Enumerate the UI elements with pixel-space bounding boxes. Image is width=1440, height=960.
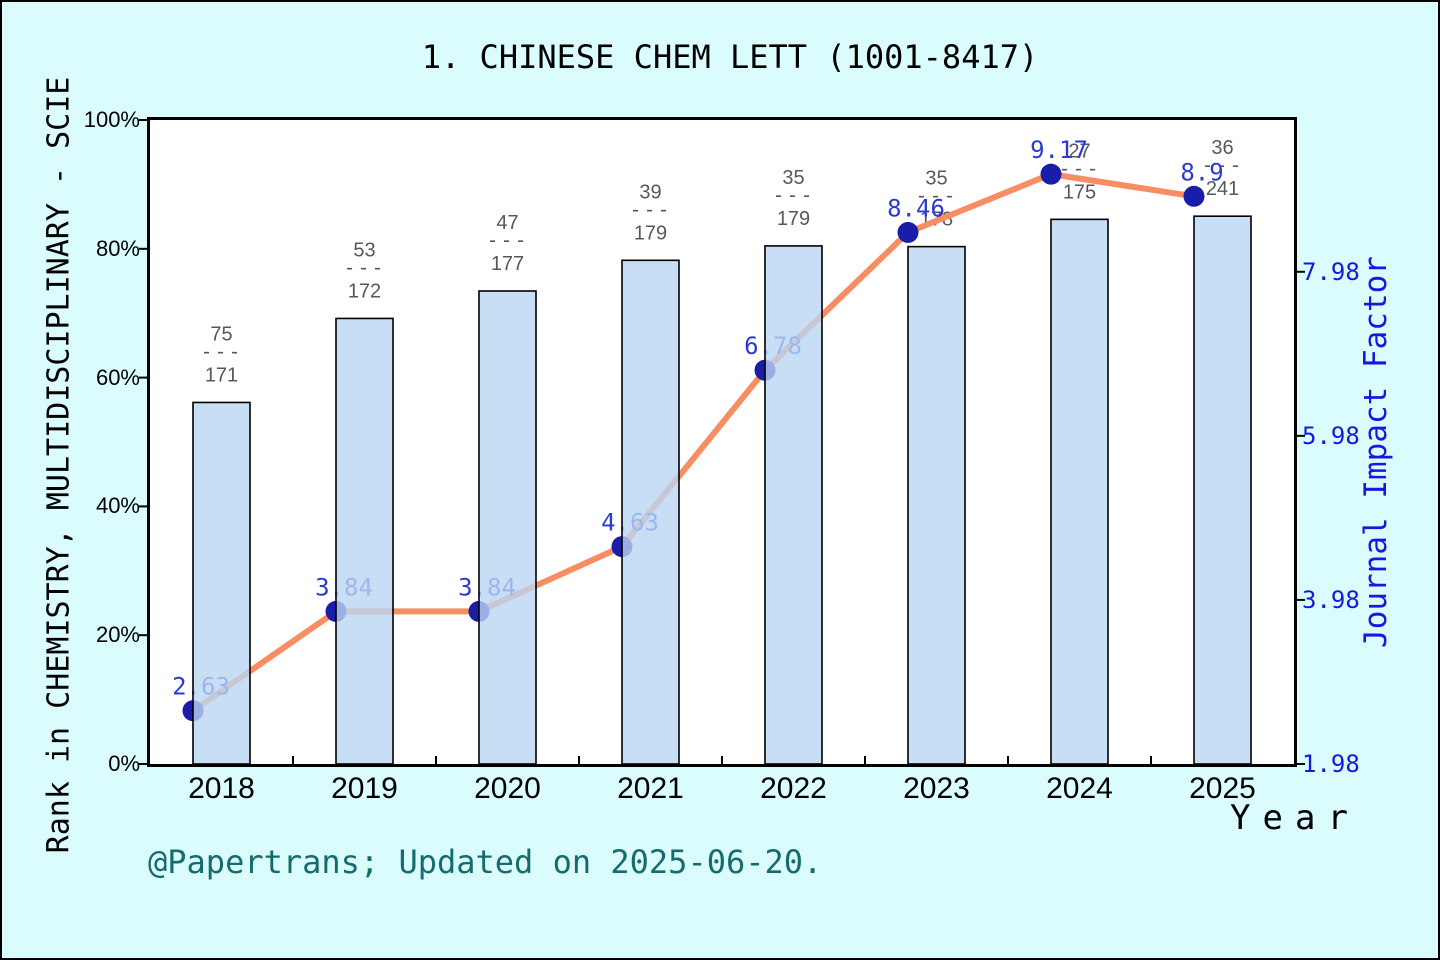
rank-bar-2020 [478,290,537,765]
x-axis-tick-2021: 2021 [617,772,684,805]
left-axis-tick-100%: 100% [83,107,140,132]
x-axis-tick-2024: 2024 [1046,772,1113,805]
line-point-2024 [1040,163,1062,185]
rank-fraction-2020: 47 [496,212,518,234]
rank-fraction-2023: 35 [925,168,947,190]
rank-fraction-2018: 75 [210,323,232,345]
rank-fraction-2018: --- [200,339,242,363]
rank-bar-2021 [621,259,680,765]
right-axis-tick-7.98: 7.98 [1302,257,1360,286]
left-axis-tick-40%: 40% [95,493,140,519]
rank-bar-2023 [907,245,966,765]
rank-fraction-2021: 179 [634,222,667,244]
rank-bar-2024 [1050,218,1109,765]
rank-fraction-2019: 53 [353,239,375,261]
x-axis-tick-2018: 2018 [188,772,255,805]
rank-fraction-2025: 36 [1211,137,1233,159]
left-axis-tick-60%: 60% [95,364,140,390]
chart-canvas: 75---17153---17247---17739---17935---179… [139,119,1305,765]
rank-fraction-2025: --- [1201,153,1243,177]
x-axis-tick-2025: 2025 [1189,772,1256,805]
rank-fraction-2019: --- [343,255,385,279]
impact-factor-label-2025: 8.9 [1180,158,1223,186]
x-axis-tick-2019: 2019 [331,772,398,805]
attribution-footer: @Papertrans; Updated on 2025-06-20. [148,843,823,881]
rank-fraction-2024: 175 [1063,181,1096,203]
x-axis-tick-2020: 2020 [474,772,541,805]
rank-bar-2018 [192,401,251,765]
rank-fraction-2020: 177 [491,253,524,275]
left-axis-tick-20%: 20% [95,622,140,648]
x-axis-title: Year [1230,798,1360,838]
impact-factor-label-2024: 9.17 [1030,136,1088,164]
right-axis-tick-1.98: 1.98 [1302,750,1360,778]
rank-fraction-2024: 27 [1068,140,1090,162]
rank-fraction-2023: --- [915,184,957,208]
rank-fraction-2025: 241 [1206,178,1239,200]
line-point-2023 [897,221,919,243]
rank-fraction-2021: --- [629,197,671,221]
rank-fraction-2022: 179 [777,208,810,230]
rank-fraction-2020: --- [486,228,528,252]
rank-fraction-2022: 35 [782,167,804,189]
rank-bar-2022 [764,245,823,765]
right-axis-tick-5.98: 5.98 [1302,421,1360,450]
x-axis-tick-2023: 2023 [903,772,970,805]
impact-factor-label-2023: 8.46 [887,194,945,222]
rank-fraction-2019: 172 [348,280,381,302]
right-axis-tick-3.98: 3.98 [1302,585,1360,614]
rank-fraction-2022: --- [772,183,814,207]
rank-fraction-2018: 171 [205,364,238,386]
x-axis-tick-2022: 2022 [760,772,827,805]
left-axis-title: Rank in CHEMISTRY, MULTIDISCIPLINARY - S… [41,76,77,854]
left-axis-tick-0%: 0% [108,751,140,776]
line-point-2025 [1183,185,1205,207]
left-axis-tick-80%: 80% [95,235,140,261]
chart-title: 1. CHINESE CHEM LETT (1001-8417) [421,38,1039,76]
rank-bar-2025 [1193,215,1252,765]
rank-fraction-2021: 39 [639,181,661,203]
rank-bar-2019 [335,317,394,765]
